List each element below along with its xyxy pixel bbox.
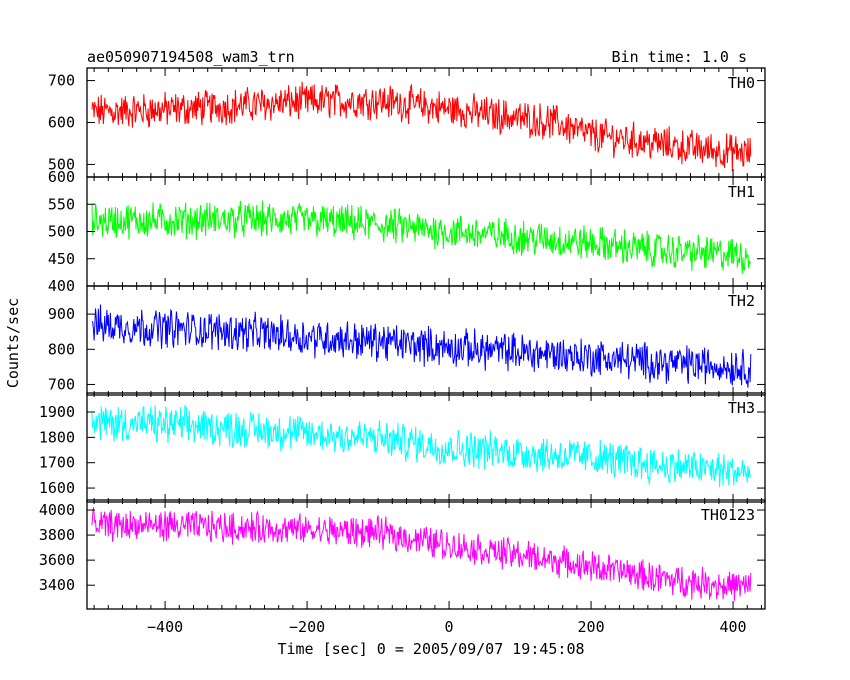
panel-label: TH3 bbox=[728, 399, 755, 417]
y-tick-label: 3800 bbox=[39, 526, 75, 544]
x-tick-label: 0 bbox=[445, 618, 454, 636]
panel-th0: 500 600 700 TH0 bbox=[48, 67, 766, 178]
series-th2 bbox=[91, 304, 752, 388]
y-tick-label: 4000 bbox=[39, 501, 75, 519]
y-tick-label: 1800 bbox=[39, 428, 75, 446]
panel-frame bbox=[86, 285, 766, 396]
y-tick-label: 400 bbox=[48, 277, 75, 295]
panel-label: TH0123 bbox=[701, 506, 755, 524]
x-tick-label: −200 bbox=[289, 618, 325, 636]
x-tick-label: 200 bbox=[578, 618, 605, 636]
y-tick-label: 450 bbox=[48, 250, 75, 268]
panel-frame bbox=[86, 499, 766, 610]
panel-frame bbox=[86, 392, 766, 503]
y-tick-label: 1700 bbox=[39, 454, 75, 472]
panel-th3: 1600 1700 1800 1900 TH3 bbox=[39, 392, 766, 503]
panel-label: TH0 bbox=[728, 74, 755, 92]
chart-title-left: ae050907194508_wam3_trn bbox=[87, 48, 295, 66]
x-tick-label: −400 bbox=[147, 618, 183, 636]
panel-th1: 400 450 500 550 600 TH1 bbox=[48, 168, 766, 295]
y-tick-label: 1900 bbox=[39, 403, 75, 421]
y-tick-label: 900 bbox=[48, 305, 75, 323]
panel-label: TH2 bbox=[728, 292, 755, 310]
series-th1 bbox=[91, 200, 751, 274]
panel-th2: 700 800 900 TH2 bbox=[48, 285, 766, 396]
y-tick-label: 800 bbox=[48, 340, 75, 358]
y-tick-label: 500 bbox=[48, 223, 75, 241]
series-th0123 bbox=[91, 507, 752, 601]
y-tick-label: 3600 bbox=[39, 551, 75, 569]
y-tick-label: 600 bbox=[48, 168, 75, 186]
panel-label: TH1 bbox=[728, 183, 755, 201]
series-th0 bbox=[91, 81, 752, 172]
y-tick-label: 550 bbox=[48, 195, 75, 213]
y-tick-label: 500 bbox=[48, 155, 75, 173]
series-th3 bbox=[91, 404, 752, 488]
y-tick-label: 3400 bbox=[39, 576, 75, 594]
y-tick-label: 700 bbox=[48, 72, 75, 90]
x-axis-label: Time [sec] 0 = 2005/09/07 19:45:08 bbox=[277, 640, 584, 658]
y-tick-label: 700 bbox=[48, 375, 75, 393]
y-tick-label: 1600 bbox=[39, 479, 75, 497]
x-tick-label: 400 bbox=[720, 618, 747, 636]
y-tick-label: 600 bbox=[48, 114, 75, 132]
panel-th0123: 3400 3600 3800 4000 TH0123 bbox=[39, 499, 766, 610]
chart-title-right: Bin time: 1.0 s bbox=[612, 48, 747, 66]
y-axis-label: Counts/sec bbox=[4, 298, 22, 388]
